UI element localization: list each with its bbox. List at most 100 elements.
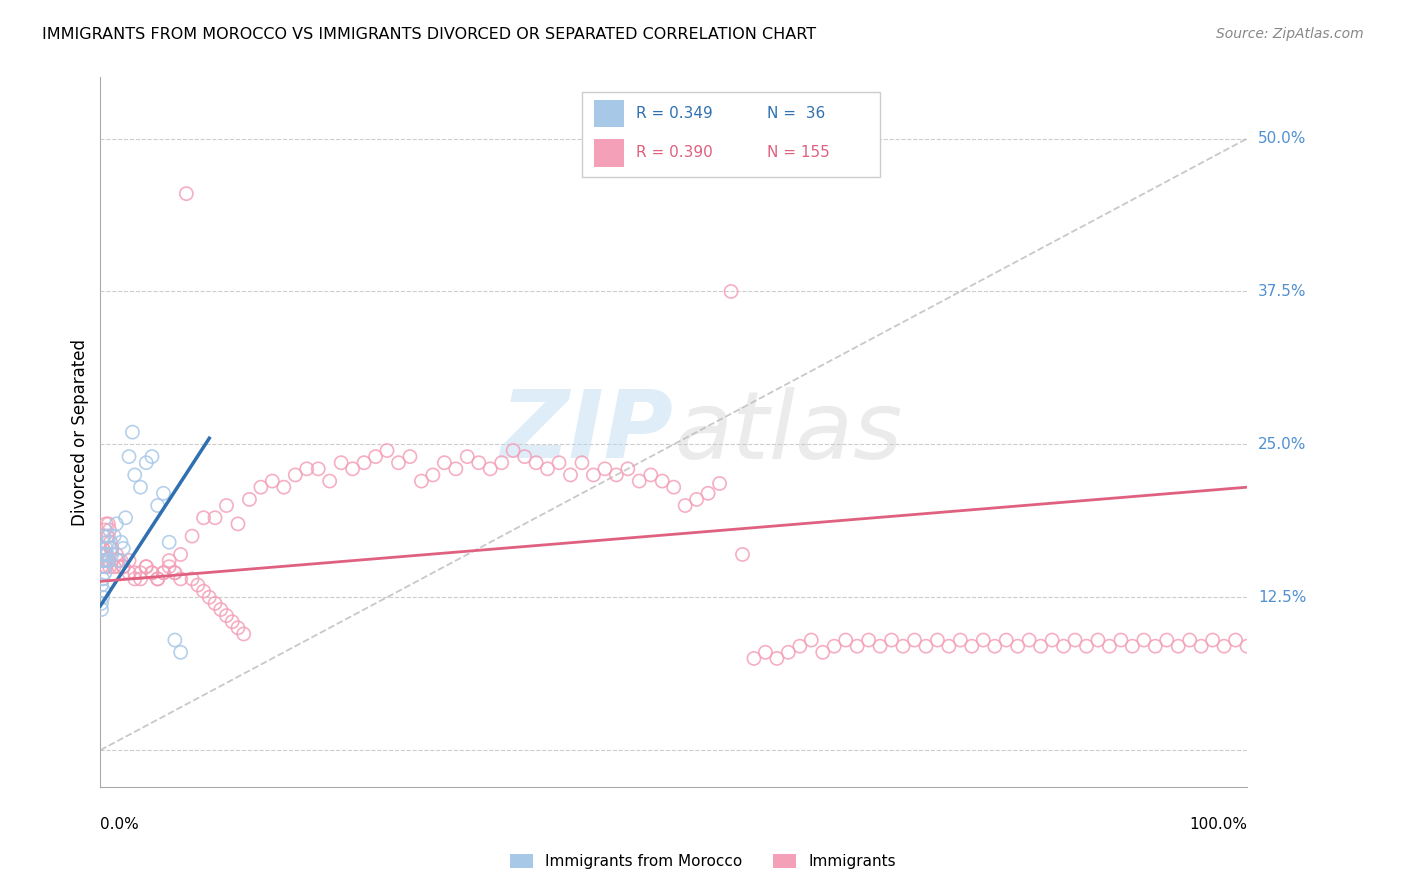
Point [146, 572, 169, 586]
Point [124, 566, 146, 580]
Point [491, 456, 513, 470]
Point [662, 480, 685, 494]
Point [880, 633, 903, 648]
Point [112, 559, 135, 574]
Point [94, 548, 117, 562]
Point [94, 541, 117, 556]
Point [118, 450, 141, 464]
Point [411, 474, 433, 488]
Point [295, 462, 318, 476]
Point [163, 566, 186, 580]
Text: ZIP: ZIP [501, 386, 673, 478]
Point [129, 566, 152, 580]
Point [141, 566, 163, 580]
Point [1098, 639, 1121, 653]
Point [157, 535, 180, 549]
Point [101, 541, 124, 556]
Point [90, 596, 112, 610]
Point [94, 553, 117, 567]
Point [215, 499, 238, 513]
Point [284, 467, 307, 482]
Point [107, 553, 129, 567]
Point [800, 633, 823, 648]
Point [176, 186, 198, 201]
Point [107, 559, 129, 574]
Point [94, 559, 117, 574]
Point [193, 584, 215, 599]
Point [273, 480, 295, 494]
Text: 37.5%: 37.5% [1258, 284, 1306, 299]
Point [1029, 639, 1052, 653]
Point [548, 456, 571, 470]
Text: 12.5%: 12.5% [1258, 590, 1306, 605]
Point [938, 639, 960, 653]
Point [193, 510, 215, 524]
Point [204, 510, 226, 524]
Point [1225, 633, 1247, 648]
Point [433, 456, 456, 470]
Point [112, 559, 135, 574]
Point [915, 639, 938, 653]
Point [135, 559, 157, 574]
Point [91, 553, 114, 567]
Point [146, 572, 169, 586]
Point [97, 516, 120, 531]
Point [94, 516, 117, 531]
Point [1109, 633, 1132, 648]
Point [96, 535, 118, 549]
Point [169, 645, 191, 659]
Point [101, 541, 124, 556]
Point [94, 559, 117, 574]
Point [1121, 639, 1143, 653]
Point [1087, 633, 1109, 648]
Point [995, 633, 1018, 648]
Point [118, 566, 141, 580]
Point [93, 559, 115, 574]
Point [157, 553, 180, 567]
Point [342, 462, 364, 476]
Point [93, 529, 115, 543]
Point [823, 639, 845, 653]
Point [94, 553, 117, 567]
Point [778, 645, 800, 659]
Point [524, 456, 547, 470]
Point [112, 541, 135, 556]
Point [846, 639, 869, 653]
Point [100, 541, 122, 556]
Point [221, 615, 243, 629]
Point [858, 633, 880, 648]
Point [103, 529, 125, 543]
Point [124, 572, 146, 586]
Point [141, 566, 163, 580]
Point [593, 462, 616, 476]
Point [742, 651, 765, 665]
Point [949, 633, 972, 648]
Text: 50.0%: 50.0% [1258, 131, 1306, 146]
Text: 100.0%: 100.0% [1189, 817, 1247, 832]
Point [456, 450, 478, 464]
Point [93, 584, 115, 599]
Point [789, 639, 811, 653]
Point [960, 639, 983, 653]
Point [181, 572, 204, 586]
Point [98, 553, 121, 567]
Point [91, 541, 114, 556]
Point [399, 450, 422, 464]
Point [651, 474, 673, 488]
Point [364, 450, 387, 464]
Point [720, 285, 742, 299]
Point [811, 645, 834, 659]
Point [215, 608, 238, 623]
Point [468, 456, 491, 470]
Point [129, 572, 152, 586]
Point [697, 486, 720, 500]
Point [105, 516, 128, 531]
Point [1064, 633, 1087, 648]
Legend: Immigrants from Morocco, Immigrants: Immigrants from Morocco, Immigrants [503, 848, 903, 875]
Point [891, 639, 914, 653]
Point [152, 566, 174, 580]
Point [1076, 639, 1098, 653]
Point [232, 627, 254, 641]
Point [1007, 639, 1029, 653]
Point [869, 639, 891, 653]
